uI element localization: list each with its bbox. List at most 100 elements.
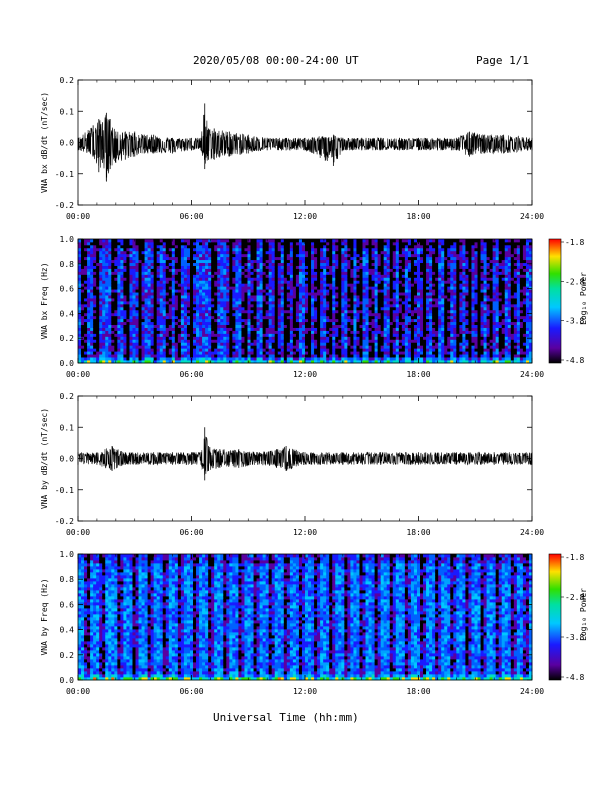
spectrogram-cell	[129, 271, 133, 275]
spectrogram-cell	[208, 318, 212, 323]
spectrogram-cell	[380, 348, 385, 352]
spectrogram-cell	[410, 360, 415, 364]
spectrogram-cell	[168, 280, 173, 284]
spectrogram-cell	[289, 348, 294, 352]
spectrogram-cell	[392, 283, 397, 287]
spectrogram-cell	[356, 274, 360, 278]
spectrogram-cell	[144, 292, 149, 296]
spectrogram-cell	[389, 348, 394, 352]
spectrogram-cell	[350, 277, 354, 281]
spectrogram-cell	[374, 292, 379, 296]
spectrogram-cell	[398, 357, 403, 361]
spectrogram-cell	[129, 277, 133, 281]
spectrogram-cell	[326, 321, 330, 326]
spectrogram-cell	[277, 253, 282, 258]
spectrogram-cell	[380, 330, 385, 334]
spectrogram-cell	[159, 336, 164, 340]
spectrogram-cell	[114, 324, 118, 328]
spectrogram-cell	[250, 321, 254, 326]
spectrogram-cell	[311, 330, 315, 334]
spectrogram-cell	[416, 312, 421, 317]
spectrogram-cell	[156, 315, 161, 320]
spectrogram-cell	[365, 342, 369, 346]
spectrogram-cell	[292, 295, 297, 299]
spectrogram-cell	[165, 336, 170, 340]
spectrogram-cell	[168, 351, 173, 355]
spectrogram-cell	[90, 354, 94, 358]
spectrogram-cell	[268, 262, 273, 266]
spectrogram-cell	[244, 324, 248, 328]
spectrogram-cell	[283, 262, 288, 266]
spectrogram-cell	[314, 239, 318, 243]
spectrogram-cell	[208, 321, 212, 326]
spectrogram-cell	[150, 342, 155, 346]
spectrogram-cell	[353, 244, 357, 249]
spectrogram-cell	[277, 286, 282, 290]
spectrogram-cell	[84, 360, 88, 364]
spectrogram-cell	[292, 262, 297, 266]
spectrogram-cell	[211, 241, 215, 246]
spectrogram-cell	[283, 301, 288, 305]
spectrogram-cell	[168, 271, 173, 275]
spectrogram-cell	[202, 345, 206, 349]
spectrogram-cell	[292, 354, 297, 358]
spectrogram-cell	[241, 348, 245, 352]
spectrogram-cell	[105, 303, 109, 308]
spectrogram-cell	[150, 259, 155, 264]
spectrogram-cell	[87, 348, 91, 352]
spectrogram-cell	[407, 298, 412, 302]
spectrogram-cell	[429, 360, 433, 364]
spectrogram-cell	[174, 303, 179, 308]
spectrogram-cell	[289, 274, 294, 278]
spectrogram-cell	[186, 303, 191, 308]
spectrogram-cell	[235, 271, 239, 275]
spectrogram-cell	[199, 324, 203, 328]
spectrogram-cell	[220, 274, 224, 278]
spectrogram-cell	[241, 259, 245, 264]
spectrogram-cell	[332, 250, 336, 255]
spectrogram-cell	[135, 351, 139, 355]
spectrogram-cell	[129, 286, 133, 290]
spectrogram-cell	[416, 274, 421, 278]
spectrogram-cell	[410, 315, 415, 320]
spectrogram-cell	[159, 351, 164, 355]
spectrogram-cell	[193, 250, 197, 255]
spectrogram-cell	[289, 339, 294, 343]
spectrogram-cell	[135, 244, 139, 249]
spectrogram-cell	[426, 306, 430, 311]
spectrogram-cell	[423, 357, 427, 361]
spectrogram-cell	[404, 339, 409, 343]
spectrogram-cell	[301, 253, 306, 258]
spectrogram-cell	[368, 253, 372, 258]
spectrogram-cell	[286, 306, 291, 311]
spectrogram-cell	[147, 321, 152, 326]
spectrogram-cell	[314, 277, 318, 281]
spectrogram-cell	[196, 327, 200, 331]
spectrogram-cell	[144, 354, 149, 358]
spectrogram-cell	[138, 330, 142, 334]
spectrogram-cell	[208, 256, 212, 261]
spectrogram-cell	[423, 259, 427, 264]
spectrogram-cell	[377, 321, 382, 326]
spectrogram-cell	[338, 360, 342, 364]
spectrogram-cell	[329, 357, 333, 361]
spectrogram-cell	[265, 339, 270, 343]
spectrogram-cell	[308, 330, 312, 334]
spectrogram-cell	[193, 292, 197, 296]
spectrogram-cell	[211, 262, 215, 266]
spectrogram-cell	[123, 301, 127, 305]
spectrogram-cell	[120, 348, 124, 352]
spectrogram-cell	[177, 312, 182, 317]
spectrogram-cell	[426, 280, 430, 284]
spectrogram-cell	[365, 265, 369, 269]
spectrogram-cell	[205, 259, 209, 264]
spectrogram-cell	[90, 324, 94, 328]
spectrogram-cell	[344, 292, 348, 296]
spectrogram-cell	[283, 330, 288, 334]
spectrogram-cell	[189, 268, 194, 272]
spectrogram-cell	[392, 318, 397, 323]
spectrogram-cell	[108, 348, 112, 352]
spectrogram-cell	[407, 247, 412, 252]
spectrogram-cell	[395, 292, 400, 296]
spectrogram-cell	[323, 280, 327, 284]
